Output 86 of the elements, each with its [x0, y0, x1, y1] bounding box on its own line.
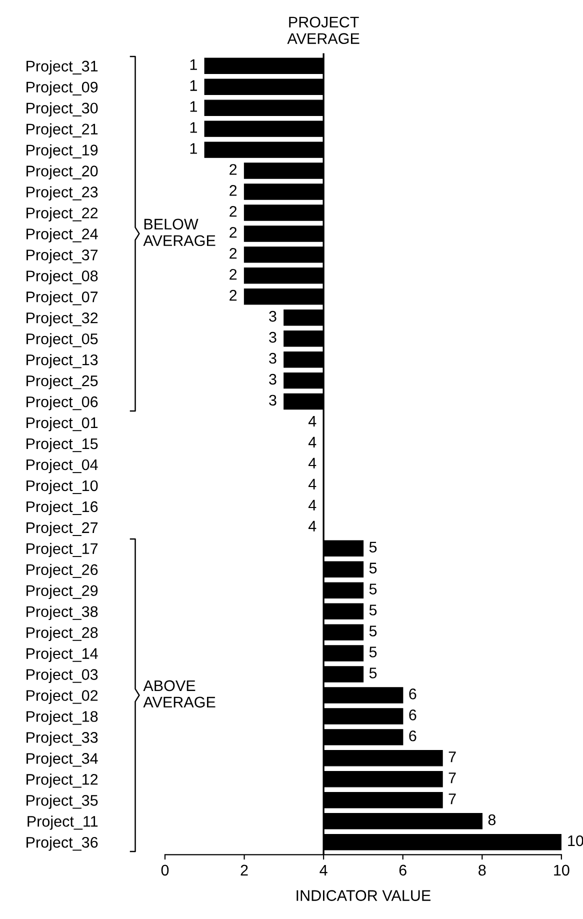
y-tick-label: Project_10 — [26, 480, 98, 494]
x-tick-label: 4 — [320, 864, 328, 876]
data-label: 4 — [308, 458, 316, 468]
y-tick-label: Project_09 — [26, 81, 98, 96]
data-label: 1 — [190, 101, 197, 112]
data-label: 5 — [369, 604, 377, 616]
y-tick-label: Project_11 — [28, 816, 98, 830]
data-label: 7 — [448, 794, 456, 804]
y-tick-label: Project_25 — [26, 375, 98, 390]
data-label: 6 — [409, 709, 416, 720]
y-tick-label: Project_37 — [26, 249, 98, 264]
y-tick-label: Project_12 — [26, 774, 98, 788]
y-tick-label: Project_16 — [26, 500, 98, 516]
y-tick-label: Project_04 — [26, 458, 98, 474]
x-tick-label: 0 — [161, 864, 169, 876]
x-tick-label: 8 — [478, 864, 486, 876]
y-tick-label: Project_07 — [26, 291, 98, 306]
data-label: 3 — [269, 352, 276, 364]
y-tick-label: Project_32 — [26, 312, 98, 326]
data-label: 2 — [230, 268, 237, 280]
y-tick-label: Project_35 — [26, 794, 98, 809]
data-label: 5 — [369, 646, 377, 658]
data-label: 7 — [448, 772, 456, 784]
data-label: 3 — [269, 310, 276, 322]
y-tick-label: Project_14 — [26, 648, 98, 662]
y-tick-label: Project_19 — [26, 144, 98, 159]
data-label: 4 — [308, 416, 316, 426]
data-label: 1 — [190, 143, 197, 154]
data-label: 3 — [269, 394, 276, 406]
y-tick-label: Project_18 — [26, 710, 98, 725]
y-tick-label: Project_26 — [26, 564, 98, 578]
y-tick-label: Project_34 — [26, 752, 98, 767]
data-label: 2 — [230, 226, 237, 238]
y-tick-label: Project_23 — [26, 186, 98, 200]
data-label: 2 — [230, 248, 237, 259]
y-tick-label: Project_30 — [26, 102, 98, 117]
x-tick-label: 2 — [240, 864, 248, 876]
y-tick-label: Project_29 — [26, 584, 98, 600]
y-tick-label: Project_36 — [26, 836, 98, 851]
data-label: 7 — [448, 752, 456, 762]
data-label: 5 — [369, 542, 377, 552]
data-label: 1 — [190, 122, 197, 133]
data-label: 6 — [409, 730, 416, 742]
data-label: 3 — [269, 332, 276, 343]
y-tick-label: Project_22 — [26, 207, 98, 222]
y-tick-label: Project_05 — [26, 333, 98, 348]
data-label: 1 — [190, 80, 197, 91]
y-tick-label: Project_03 — [26, 668, 98, 683]
data-label: 3 — [269, 374, 276, 385]
data-label: 5 — [369, 562, 377, 574]
data-label: 2 — [230, 290, 237, 301]
data-label: 10 — [568, 835, 583, 846]
x-tick-label: 6 — [399, 864, 406, 876]
y-tick-label: Project_28 — [26, 626, 98, 642]
data-label: 4 — [308, 436, 316, 448]
data-label: 2 — [230, 206, 237, 217]
data-label: 5 — [369, 668, 377, 678]
y-tick-label: Project_38 — [26, 606, 98, 620]
y-tick-label: Project_31 — [26, 60, 98, 75]
data-label: 4 — [308, 500, 316, 510]
data-label: 8 — [488, 814, 496, 826]
data-label: 1 — [190, 59, 197, 70]
y-tick-label: Project_17 — [26, 542, 98, 558]
y-tick-label: Project_20 — [26, 165, 98, 180]
annotation: BELOW AVERAGE — [143, 218, 216, 246]
y-tick-label: Project_15 — [26, 438, 98, 452]
data-label: 5 — [369, 626, 377, 636]
y-tick-label: Project_33 — [26, 732, 98, 746]
annotation: ABOVE AVERAGE — [143, 680, 216, 708]
y-tick-label: Project_02 — [26, 690, 98, 704]
y-tick-label: Project_06 — [26, 396, 98, 410]
data-label: 4 — [308, 520, 316, 532]
data-label: 2 — [230, 185, 237, 196]
y-tick-label: Project_21 — [26, 123, 98, 138]
y-tick-label: Project_27 — [26, 522, 98, 536]
y-tick-label: Project_13 — [26, 354, 98, 368]
ref-line-label: PROJECT AVERAGE — [287, 16, 360, 44]
data-label: 4 — [308, 478, 316, 490]
y-tick-label: Project_01 — [26, 416, 98, 432]
data-label: 5 — [369, 584, 377, 594]
y-tick-label: Project_24 — [26, 228, 98, 242]
y-tick-label: Project_08 — [26, 270, 98, 284]
data-label: 6 — [409, 688, 416, 700]
data-label: 2 — [230, 164, 237, 175]
x-axis-title: INDICATOR VALUE — [296, 890, 430, 901]
x-tick-label: 10 — [554, 864, 570, 876]
